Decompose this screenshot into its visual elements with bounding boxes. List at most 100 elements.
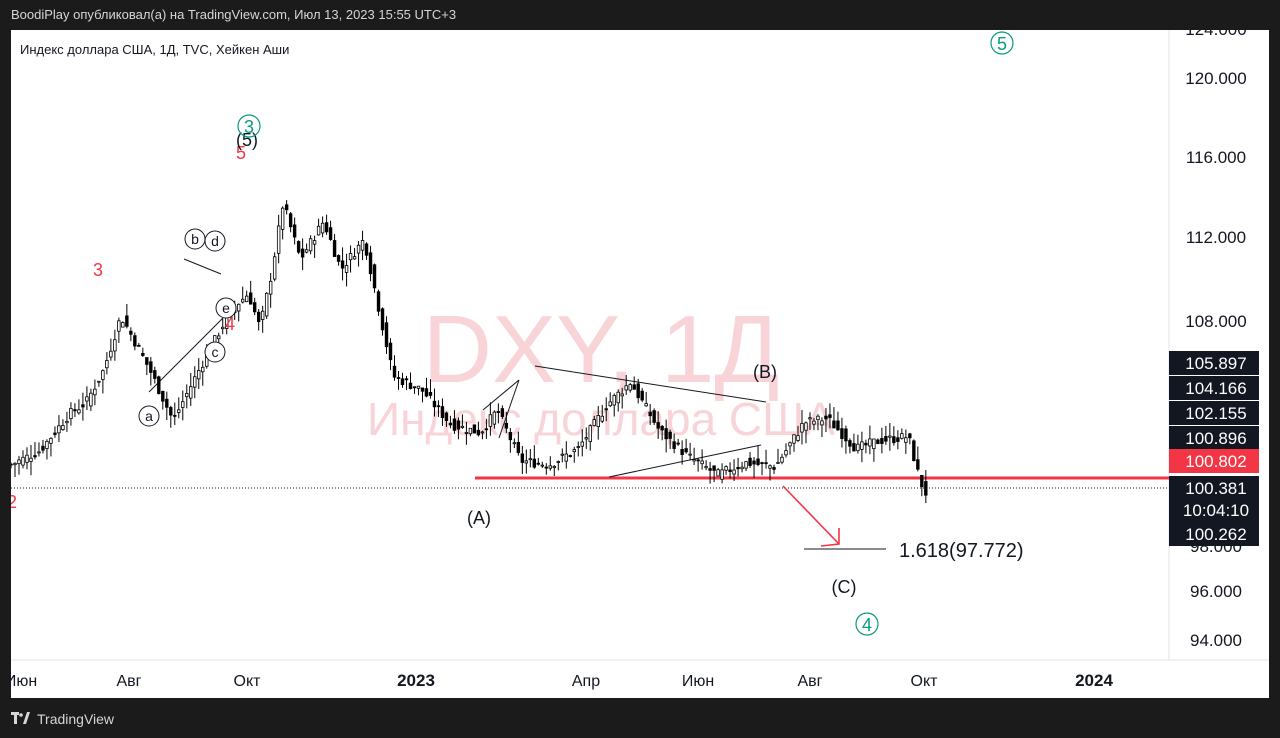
- candle-bull: [596, 415, 600, 428]
- wave-label-teal-3: 3: [237, 114, 261, 138]
- candle-bull: [65, 421, 69, 424]
- candle-bull: [524, 460, 529, 464]
- watermark-symbol: DXY, 1Д: [423, 296, 780, 403]
- candle-bull: [260, 310, 265, 320]
- candle-bear: [836, 420, 840, 431]
- candle-bull: [600, 415, 604, 422]
- svg-text:a: a: [145, 408, 153, 424]
- candle-bear: [256, 311, 261, 323]
- candle-bull: [800, 423, 804, 433]
- candle-bull: [904, 437, 908, 443]
- candle-bull: [704, 466, 708, 469]
- candle-bear: [73, 409, 77, 412]
- wave-label-a: a: [138, 405, 160, 427]
- candle-bear: [384, 322, 389, 348]
- svg-text:d: d: [211, 233, 219, 249]
- candle-bear: [660, 425, 664, 431]
- candle-bear: [684, 448, 688, 453]
- candle-bull: [304, 249, 309, 253]
- candle-bear: [440, 406, 445, 419]
- candle-bear: [496, 411, 501, 413]
- candle-bear: [920, 474, 924, 488]
- candle-bull: [816, 415, 820, 421]
- price-label-text: 10:04:10: [1183, 501, 1249, 520]
- candle-bull: [488, 414, 493, 427]
- price-labels: 105.897 104.166 102.155 100.896 100.802 100.3…: [1169, 351, 1259, 546]
- candle-bull: [868, 438, 872, 447]
- candle-bear: [388, 342, 393, 361]
- x-tick-1: Авг: [116, 673, 141, 690]
- candle-bear: [764, 462, 768, 465]
- candle-bear: [848, 440, 852, 447]
- candle-bull: [620, 393, 624, 397]
- price-label-box: [1169, 426, 1259, 450]
- candle-bull: [280, 207, 285, 230]
- candle-bear: [712, 465, 716, 471]
- price-axis[interactable]: 124.000 120.000 116.000 112.000 108.000 …: [1185, 30, 1246, 650]
- candle-bear: [504, 422, 509, 429]
- candle-bull: [576, 446, 580, 448]
- candle-bear: [372, 264, 377, 289]
- x-tick-5: Июн: [682, 673, 714, 690]
- svg-text:b: b: [191, 231, 199, 247]
- price-label-text: 100.802: [1185, 452, 1246, 471]
- candle-bull: [820, 420, 824, 426]
- candle-bear: [648, 411, 652, 417]
- footer-brand[interactable]: TradingView: [37, 711, 115, 727]
- candle-bear: [173, 414, 177, 417]
- candle-bull: [624, 385, 628, 391]
- candle-bear: [404, 378, 409, 381]
- candle-bull: [69, 407, 73, 420]
- candle-bull: [89, 392, 93, 407]
- y-tick-4: 96.000: [1190, 582, 1242, 601]
- candle-bear: [748, 457, 752, 466]
- price-label-box: [1169, 476, 1259, 498]
- candle-bull: [356, 244, 361, 254]
- candle-bear: [668, 431, 672, 439]
- candle-bear: [876, 439, 880, 445]
- candle-bear: [428, 391, 433, 396]
- candle-bull: [105, 360, 109, 369]
- candle-bear: [696, 459, 700, 462]
- candle-bear: [296, 241, 301, 253]
- price-label-text: 104.166: [1185, 379, 1246, 398]
- time-axis[interactable]: Июн Авг Окт 2023 Апр Июн Авг Окт 2024: [11, 671, 1113, 690]
- candle-bull: [700, 460, 704, 465]
- chart-svg[interactable]: DXY, 1Д Индекс доллара США Индекс доллар…: [11, 30, 1269, 698]
- candle-bear: [880, 438, 884, 444]
- candle-bear: [129, 330, 133, 335]
- candle-bull: [316, 225, 321, 236]
- wave-label-red-5: 5: [236, 143, 246, 163]
- candle-bull: [217, 335, 221, 340]
- candle-bear: [516, 442, 521, 454]
- candle-bear: [432, 400, 437, 408]
- candle-bull: [616, 391, 620, 404]
- candle-bear: [153, 370, 157, 379]
- candle-bull: [264, 292, 269, 317]
- candle-bull: [580, 441, 584, 447]
- price-label-text: 100.262: [1185, 525, 1246, 544]
- candle-bear: [772, 467, 776, 470]
- candle-bear: [908, 433, 912, 439]
- y-tick-5: 94.000: [1190, 631, 1242, 650]
- candle-bull: [189, 386, 193, 399]
- candle-bear: [41, 445, 45, 451]
- candle-bear: [248, 292, 253, 305]
- tradingview-logo-icon[interactable]: [11, 712, 31, 726]
- wave-label-red-2: 2: [11, 492, 17, 512]
- price-label-box: [1169, 522, 1259, 546]
- projection-arrow[interactable]: [782, 485, 840, 547]
- y-tick-cut-top: 124.000: [1185, 30, 1246, 39]
- candle-bear: [756, 458, 760, 465]
- chart-frame[interactable]: DXY, 1Д Индекс доллара США Индекс доллар…: [11, 30, 1269, 698]
- candle-bull: [85, 396, 89, 402]
- candle-bear: [336, 255, 341, 262]
- candle-bear: [520, 453, 525, 463]
- candle-bear: [656, 422, 660, 429]
- candle-bull: [272, 256, 277, 280]
- candle-bear: [840, 428, 844, 439]
- candle-bull: [856, 443, 860, 452]
- candle-bear: [125, 315, 129, 327]
- drawn-trendlines[interactable]: [148, 258, 767, 478]
- price-label-box: [1169, 401, 1259, 425]
